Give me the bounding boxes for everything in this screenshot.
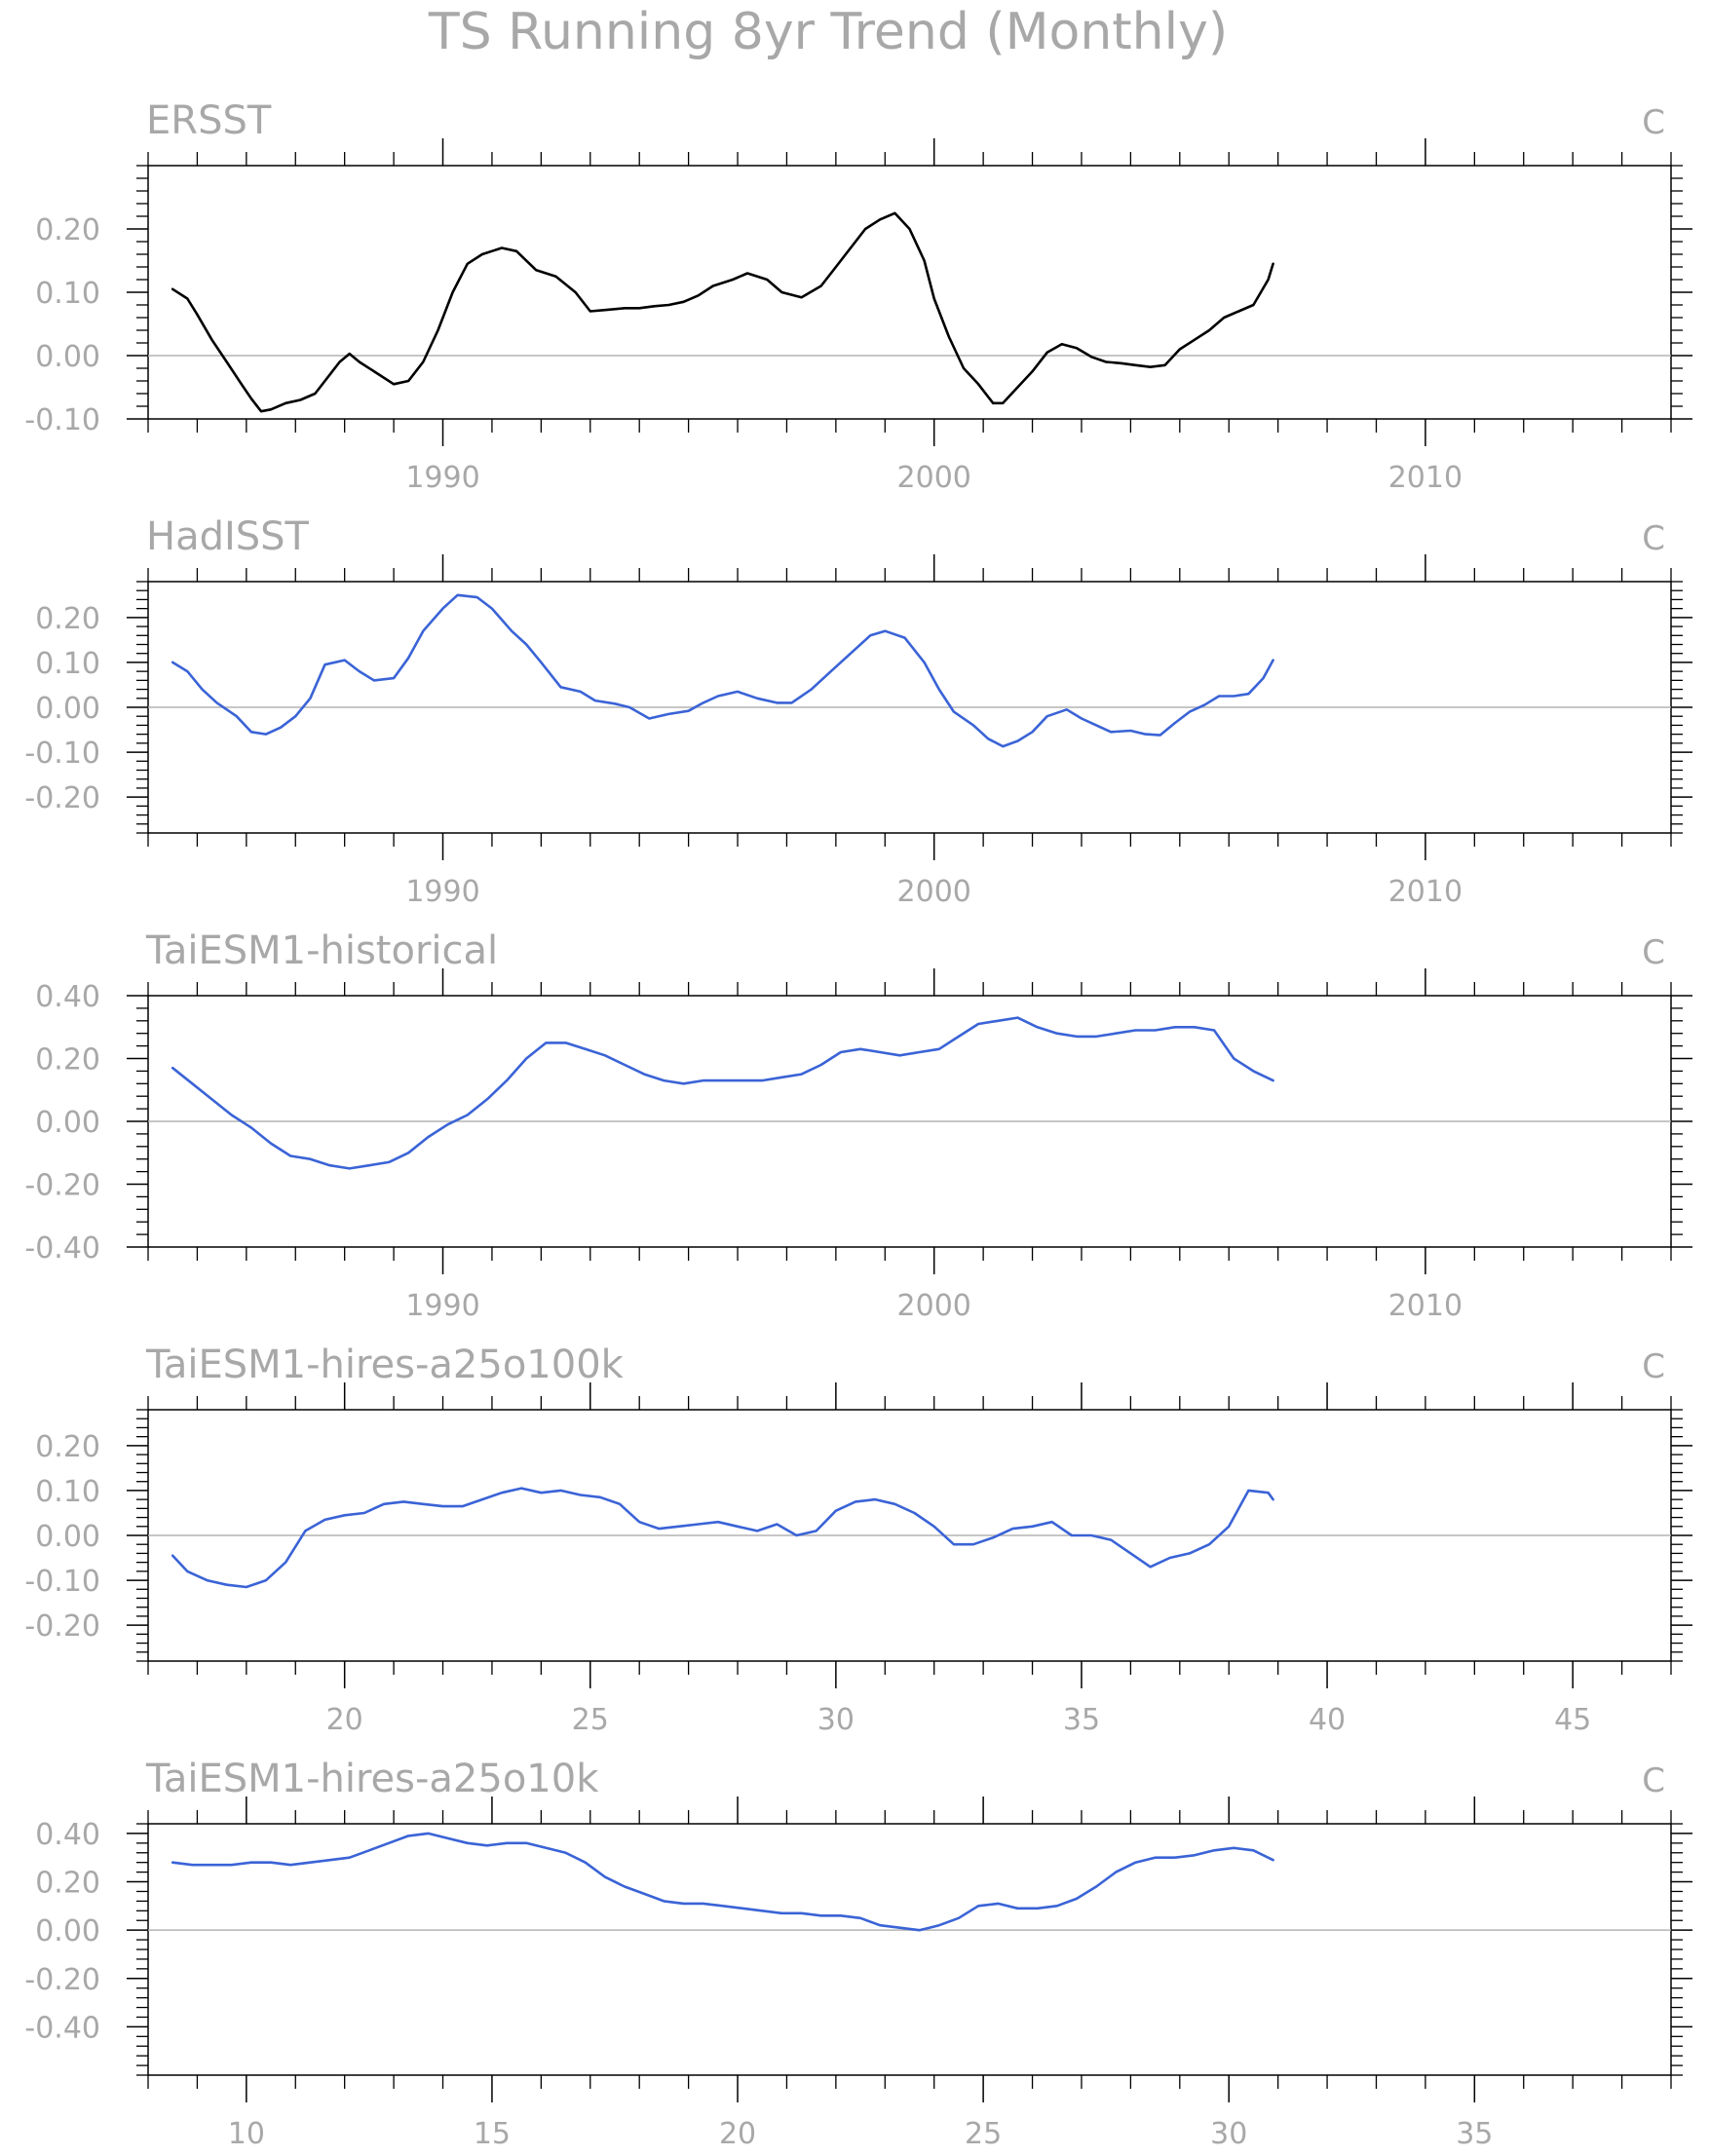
series-line [171, 1832, 1274, 1932]
x-tick-label: 20 [326, 1703, 363, 1737]
x-tick-label: 15 [474, 2117, 511, 2151]
series-line [171, 1487, 1274, 1589]
y-tick-label: -0.20 [24, 1609, 100, 1644]
x-tick-label: 40 [1309, 1703, 1346, 1737]
panel-title: ERSST [146, 98, 272, 143]
figure-title: TS Running 8yr Trend (Monthly) [428, 3, 1228, 61]
y-tick-label: -0.20 [24, 1169, 100, 1203]
x-tick-label: 1990 [405, 461, 479, 495]
x-tick-label: 2010 [1388, 875, 1463, 909]
y-tick-label: 0.10 [35, 647, 100, 681]
y-tick-label: 0.10 [35, 277, 100, 311]
x-tick-label: 25 [965, 2117, 1002, 2151]
x-tick-label: 35 [1456, 2117, 1493, 2151]
y-tick-label: 0.00 [35, 1106, 100, 1140]
y-tick-label: 0.00 [35, 340, 100, 374]
y-tick-label: -0.40 [24, 1231, 100, 1266]
panel-units: C [1642, 519, 1665, 558]
panel-units: C [1642, 103, 1665, 142]
plot-frame [147, 165, 1672, 420]
chart-panel-2: HadISST C 1990 2000 2010 -0.20 -0.10 0.00 0.10 0.… [24, 514, 1692, 909]
series-line [171, 1016, 1274, 1170]
x-tick-label: 1990 [405, 1289, 479, 1323]
series-line [171, 593, 1274, 748]
y-tick-label: -0.10 [24, 403, 100, 437]
y-tick-label: 0.00 [35, 1914, 100, 1948]
panel-units: C [1642, 1761, 1665, 1800]
x-tick-label: 25 [572, 1703, 609, 1737]
chart-panel-4: TaiESM1-hires-a25o100k C 20 25 30 35 40 45 -0.20… [24, 1343, 1692, 1737]
x-tick-label: 45 [1554, 1703, 1591, 1737]
y-tick-label: 0.40 [35, 980, 100, 1014]
x-tick-label: 1990 [405, 875, 479, 909]
y-tick-label: 0.00 [35, 1520, 100, 1554]
chart-panel-5: TaiESM1-hires-a25o10k C 10 15 20 25 30 35 -0.40 -… [24, 1757, 1692, 2151]
chart-panel-3: TaiESM1-historical C 1990 2000 2010 -0.40 -0.2… [24, 928, 1692, 1323]
y-tick-label: -0.20 [24, 781, 100, 815]
y-tick-label: -0.40 [24, 2011, 100, 2045]
panel-units: C [1642, 1347, 1665, 1386]
x-tick-label: 2000 [897, 1289, 971, 1323]
y-tick-label: 0.40 [35, 1818, 100, 1852]
x-tick-label: 2010 [1388, 461, 1463, 495]
y-tick-label: -0.10 [24, 737, 100, 771]
x-tick-label: 10 [228, 2117, 265, 2151]
y-tick-label: 0.10 [35, 1475, 100, 1509]
panel-title: TaiESM1-historical [145, 928, 498, 973]
x-tick-label: 2000 [897, 875, 971, 909]
chart-panel-1: ERSST C 1990 2000 2010 -0.10 0.00 0.10 0.20 [24, 98, 1692, 495]
y-tick-label: -0.10 [24, 1565, 100, 1599]
x-tick-label: 2000 [897, 461, 971, 495]
y-tick-label: 0.20 [35, 1867, 100, 1901]
series-line [171, 211, 1274, 413]
x-tick-label: 2010 [1388, 1289, 1463, 1323]
panel-title: HadISST [146, 514, 310, 559]
panel-units: C [1642, 933, 1665, 972]
x-tick-label: 20 [719, 2117, 756, 2151]
y-tick-label: -0.20 [24, 1963, 100, 1997]
y-tick-label: 0.00 [35, 692, 100, 726]
x-tick-label: 35 [1063, 1703, 1100, 1737]
y-tick-label: 0.20 [35, 213, 100, 247]
panel-title: TaiESM1-hires-a25o100k [145, 1343, 625, 1387]
y-tick-label: 0.20 [35, 602, 100, 636]
x-tick-label: 30 [1210, 2117, 1247, 2151]
y-tick-label: 0.20 [35, 1043, 100, 1078]
x-tick-label: 30 [817, 1703, 855, 1737]
plot-frame [147, 1823, 1672, 2076]
panel-title: TaiESM1-hires-a25o10k [145, 1757, 599, 1801]
y-tick-label: 0.20 [35, 1430, 100, 1464]
